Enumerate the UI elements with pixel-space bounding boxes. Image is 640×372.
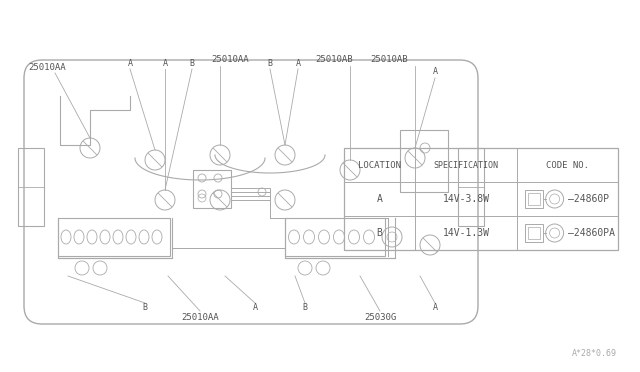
Bar — [525, 224, 543, 242]
Text: 25010AB: 25010AB — [370, 55, 408, 64]
Text: 25030G: 25030G — [364, 314, 396, 323]
Text: B: B — [303, 304, 307, 312]
Bar — [527, 227, 540, 239]
Text: 14V-3.8W: 14V-3.8W — [442, 194, 490, 204]
Text: A*28*0.69: A*28*0.69 — [572, 349, 617, 358]
Text: B: B — [268, 58, 273, 67]
Text: —24860PA: —24860PA — [568, 228, 614, 238]
Text: SPECIFICATION: SPECIFICATION — [433, 160, 499, 170]
Text: A: A — [296, 58, 301, 67]
Bar — [458, 148, 484, 226]
Text: 14V-1.3W: 14V-1.3W — [442, 228, 490, 238]
Text: B: B — [143, 304, 147, 312]
Text: —24860P: —24860P — [568, 194, 609, 204]
Text: 25010AA: 25010AA — [181, 314, 219, 323]
Text: A: A — [377, 194, 383, 204]
Bar — [18, 148, 44, 226]
Bar — [58, 218, 170, 256]
Text: A: A — [433, 67, 438, 77]
Text: A: A — [163, 58, 168, 67]
Text: 25010AA: 25010AA — [211, 55, 249, 64]
Bar — [344, 148, 618, 250]
Bar — [527, 193, 540, 205]
Text: 25010AB: 25010AB — [315, 55, 353, 64]
Text: CODE NO.: CODE NO. — [546, 160, 589, 170]
Text: 25010AA: 25010AA — [28, 64, 66, 73]
Text: A: A — [253, 304, 257, 312]
Text: B: B — [377, 228, 383, 238]
Text: A: A — [433, 304, 438, 312]
Text: B: B — [189, 58, 195, 67]
Bar — [525, 190, 543, 208]
Bar — [193, 170, 231, 208]
Bar — [285, 218, 385, 256]
Text: A: A — [127, 58, 132, 67]
Bar — [400, 130, 448, 192]
Text: LOCATION: LOCATION — [358, 160, 401, 170]
